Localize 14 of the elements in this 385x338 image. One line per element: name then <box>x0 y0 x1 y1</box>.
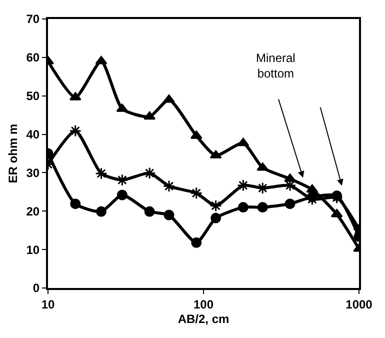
x-tick-label: 100 <box>193 297 214 312</box>
y-tick-label: 70 <box>26 12 40 26</box>
y-tick-label: 0 <box>32 281 40 296</box>
y-tick-label: 40 <box>26 127 40 142</box>
y-axis-title: ER ohm m <box>6 124 20 184</box>
y-tick-label: 60 <box>26 50 40 65</box>
annotation: Mineral bottom <box>256 51 296 81</box>
y-tick-label: 20 <box>26 204 40 218</box>
x-tick-label: 10 <box>41 297 55 312</box>
y-tick-label: 10 <box>26 242 40 257</box>
y-tick-label: 30 <box>26 166 40 180</box>
y-tick-label: 50 <box>26 89 40 104</box>
x-axis-title: AB/2, cm <box>178 312 230 326</box>
x-tick-label: 1000 <box>346 297 373 312</box>
